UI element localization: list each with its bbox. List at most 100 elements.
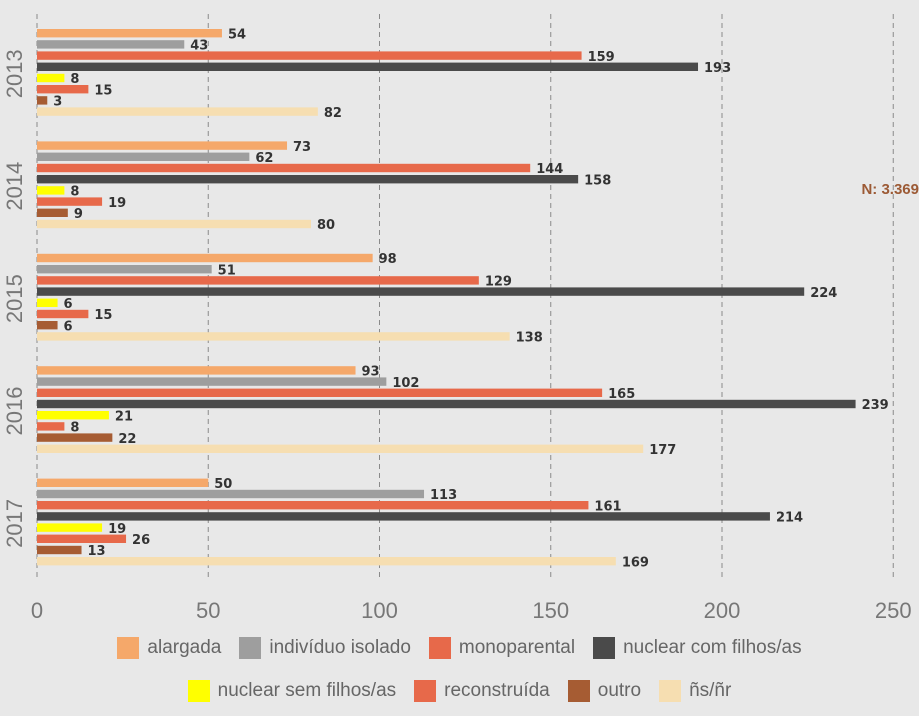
bar [37,287,805,296]
data-label: 6 [64,297,73,312]
y-category-label: 2014 [2,162,27,211]
data-label: 22 [118,432,136,447]
legend-swatch [187,680,210,702]
legend-swatch [428,637,451,659]
data-label: 21 [115,409,133,424]
bar [37,253,373,263]
data-label: 62 [255,151,273,166]
data-label: 80 [317,218,335,233]
data-label: 214 [776,511,803,526]
legend-swatch [239,637,262,659]
legend-row-1: alargada indivíduo isolado monoparental nuc… [0,637,919,659]
legend-swatch [117,637,140,659]
bar [37,557,616,566]
y-category-label: 2013 [2,49,27,98]
data-label: 159 [588,50,615,65]
legend-label: monoparental [458,637,576,658]
data-label: 144 [536,162,563,177]
bar [37,321,58,330]
data-label: 138 [516,331,543,346]
x-tick-label: 250 [875,598,912,623]
legend-label: outro [597,680,642,701]
data-label: 8 [70,72,79,87]
data-label: 19 [108,522,126,537]
bar [37,85,89,94]
data-label: 113 [430,488,457,503]
data-label: 15 [94,308,112,323]
data-label: 6 [64,319,73,334]
legend-label: nuclear com filhos/as [623,637,802,658]
x-tick-label: 200 [704,598,741,623]
legend-item: ñs/ñr [659,680,731,702]
bar [37,107,318,116]
data-label: 54 [228,27,246,42]
bar [37,152,250,161]
bar [37,298,58,307]
legend-swatch [593,637,616,659]
bar [37,332,510,341]
x-tick-label: 100 [361,598,398,623]
legend-label: alargada [147,637,222,658]
y-category-label: 2017 [2,499,27,548]
legend-item: nuclear com filhos/as [593,637,802,659]
legend-label: reconstruída [444,680,550,701]
legend-item: reconstruída [414,680,550,702]
data-label: 8 [70,421,79,436]
bar [37,309,89,319]
data-label: 165 [608,387,635,402]
data-label: 177 [649,443,676,458]
bar [37,523,103,532]
sample-size-annotation: N: 3.369 [861,181,919,198]
x-tick-label: 50 [196,598,220,623]
legend-item: outro [567,680,642,702]
data-label: 224 [810,286,837,301]
y-category-label: 2015 [2,274,27,323]
bar [37,545,82,555]
bar [37,73,65,83]
x-tick-label: 150 [532,598,569,623]
data-label: 9 [74,207,83,222]
bar [37,501,589,510]
legend-item: alargada [117,637,221,659]
bar [37,208,68,217]
legend-item: monoparental [428,637,576,659]
x-tick-label: 0 [31,598,43,623]
bar [37,219,311,229]
data-label: 98 [379,252,397,267]
legend-item: indivíduo isolado [239,637,411,659]
bar [37,40,185,49]
bar [37,163,531,173]
bar [37,62,699,71]
legend-label: nuclear sem filhos/as [217,680,397,701]
bar [37,265,212,274]
data-label: 50 [214,477,232,492]
data-label: 13 [88,544,106,559]
legend-swatch [414,680,437,702]
data-label: 129 [485,275,512,290]
data-label: 43 [190,39,208,54]
bar [37,422,65,431]
data-label: 102 [392,376,419,391]
legend-label: ñs/ñr [689,680,732,701]
data-label: 239 [862,398,889,413]
bar [37,444,644,453]
bar [37,411,109,420]
bar [37,388,603,397]
bar [37,186,65,195]
bar [37,489,425,499]
data-label: 15 [94,83,112,98]
bar [37,197,103,206]
bar [37,377,387,386]
data-label: 161 [594,499,621,514]
bar [37,512,770,521]
data-label: 158 [584,173,611,188]
legend-swatch [659,680,682,702]
data-label: 26 [132,533,150,548]
data-label: 169 [622,555,649,570]
legend-label: indivíduo isolado [269,637,411,658]
bar [37,29,222,38]
y-category-label: 2016 [2,387,27,436]
bar [37,433,113,442]
bar [37,276,479,285]
legend-swatch [567,680,590,702]
